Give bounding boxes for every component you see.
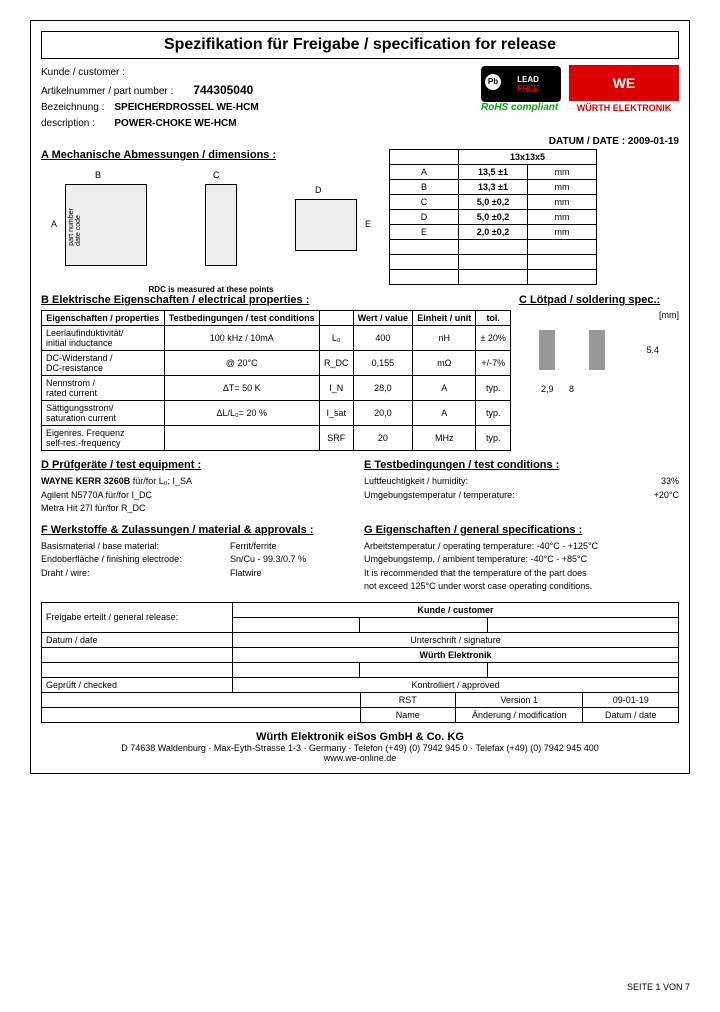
c-unit: [mm] — [519, 310, 679, 320]
e-content: Luftfeuchtigkeit / humidity:33%Umgebungs… — [364, 475, 679, 502]
d-content: WAYNE KERR 3260B für/for L₀; I_SAAgilent… — [41, 475, 356, 516]
customer-label: Kunde / customer : — [41, 67, 125, 78]
release-table: Freigabe erteilt / general release:Kunde… — [41, 602, 679, 693]
desc-label: Bezeichnung : description : — [41, 100, 104, 132]
leadfree-badge: LEADFREE — [481, 66, 561, 102]
we-sub: WÜRTH ELEKTRONIK — [569, 103, 679, 113]
f-header: F Werkstoffe & Zulassungen / material & … — [41, 524, 356, 536]
pad-drawing: 5.4 2,9 8 — [519, 320, 679, 390]
dim-table: 13x13x5 A13,5 ±1mmB13,3 ±1mmC5,0 ±0,2mmD… — [389, 149, 597, 285]
a-header: A Mechanische Abmessungen / dimensions : — [41, 149, 381, 161]
we-logo: WE — [569, 65, 679, 101]
dim-drawing: part numberdate codeBA C DE — [41, 165, 381, 285]
g-content: Arbeitstemperatur / operating temperatur… — [364, 540, 679, 594]
c-header: C Lötpad / soldering spec.: — [519, 294, 679, 306]
page-number: SEITE 1 VON 7 — [627, 982, 690, 992]
part-number: 744305040 — [193, 83, 253, 97]
b-header: B Elektrische Eigenschaften / electrical… — [41, 294, 511, 306]
version-table: RSTVersion 109-01-19 NameÄnderung / modi… — [41, 692, 679, 723]
e-header: E Testbedingungen / test conditions : — [364, 459, 679, 471]
date-label: DATUM / DATE : — [549, 136, 625, 147]
date: 2009-01-19 — [628, 136, 679, 147]
f-content: Basismaterial / base material:Ferrit/fer… — [41, 540, 356, 581]
b-table: Eigenschaften / propertiesTestbedingunge… — [41, 310, 511, 451]
rdc-note: RDC is measured at these points — [41, 285, 381, 294]
g-header: G Eigenschaften / general specifications… — [364, 524, 679, 536]
desc2: POWER-CHOKE WE-HCM — [114, 118, 236, 129]
d-header: D Prüfgeräte / test equipment : — [41, 459, 356, 471]
pn-label: Artikelnummer / part number : — [41, 86, 173, 97]
title: Spezifikation für Freigabe / specificati… — [41, 31, 679, 59]
header: Kunde / customer : Artikelnummer / part … — [41, 65, 679, 132]
desc1: SPEICHERDROSSEL WE-HCM — [114, 102, 258, 113]
footer: Würth Elektronik eiSos GmbH & Co. KG D 7… — [41, 731, 679, 763]
rohs-label: RoHS compliant — [481, 102, 561, 113]
